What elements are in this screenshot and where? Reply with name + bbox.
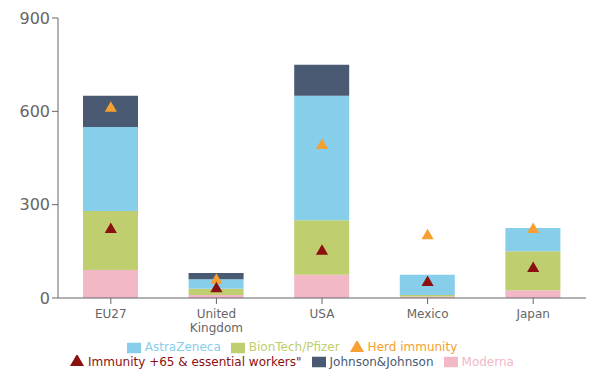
svg-text:Japan: Japan: [515, 307, 549, 321]
html-text:Johnson&Johnson: Johnson&Johnson: [329, 354, 434, 369]
svg-text:900: 900: [19, 9, 50, 28]
svg-text:0: 0: [40, 289, 50, 308]
svg-text:EU27: EU27: [95, 307, 127, 321]
svg-text:UnitedKingdom: UnitedKingdom: [190, 307, 243, 335]
html-text:Moderna: Moderna: [461, 354, 514, 369]
svg-text:300: 300: [19, 195, 50, 214]
html-text:Immunity +65 & essential worke: Immunity +65 & essential workers": [88, 354, 302, 369]
svg-text:USA: USA: [310, 307, 336, 321]
svg-text:600: 600: [19, 102, 50, 121]
html-text:BionTech/Pfizer: BionTech/Pfizer: [248, 340, 340, 354]
html-text:AstraZeneca: AstraZeneca: [144, 340, 221, 354]
svg-text:Mexico: Mexico: [407, 307, 449, 321]
html-text:Herd immunity: Herd immunity: [367, 340, 458, 354]
